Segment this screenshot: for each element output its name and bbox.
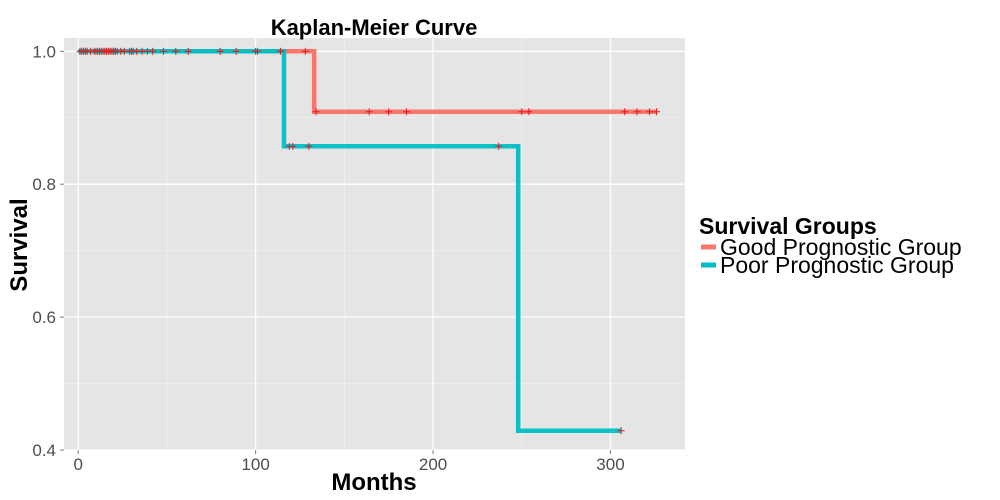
censor-mark-good bbox=[276, 47, 284, 55]
censor-mark-good bbox=[402, 108, 410, 116]
censor-mark-poor bbox=[92, 47, 100, 55]
censor-mark-good bbox=[518, 108, 526, 116]
censor-marks bbox=[76, 47, 661, 435]
censor-mark-good bbox=[646, 108, 654, 116]
censor-mark-good bbox=[149, 47, 157, 55]
censor-mark-good bbox=[653, 108, 661, 116]
series-line-poor bbox=[78, 49, 622, 433]
legend-label-poor: Poor Prognostic Group bbox=[720, 252, 954, 278]
y-tick-label: 0.4 bbox=[32, 441, 56, 460]
plot-panel bbox=[64, 38, 685, 450]
censor-mark-poor bbox=[305, 142, 313, 150]
y-tick-label: 1.0 bbox=[32, 42, 56, 61]
x-tick-label: 100 bbox=[241, 455, 269, 474]
chart-title: Kaplan-Meier Curve bbox=[271, 15, 478, 40]
censor-mark-poor bbox=[127, 47, 135, 55]
minor-gridlines bbox=[64, 38, 685, 450]
legend-label-good: Good Prognostic Group bbox=[720, 234, 962, 260]
censor-mark-good bbox=[232, 47, 240, 55]
x-axis-title: Months bbox=[331, 469, 416, 496]
censor-mark-good bbox=[172, 47, 180, 55]
censor-mark-good bbox=[633, 108, 641, 116]
censor-mark-poor bbox=[289, 142, 297, 150]
x-tick-label: 300 bbox=[596, 455, 624, 474]
series-layer bbox=[78, 49, 657, 433]
censor-mark-poor bbox=[617, 427, 625, 435]
censor-mark-poor bbox=[495, 142, 503, 150]
y-tick-label: 0.8 bbox=[32, 175, 56, 194]
censor-mark-good bbox=[301, 47, 309, 55]
x-tick-label: 200 bbox=[419, 455, 447, 474]
y-tick-label: 0.6 bbox=[32, 308, 56, 327]
censor-mark-good bbox=[365, 108, 373, 116]
censor-mark-good bbox=[159, 47, 167, 55]
censor-mark-good bbox=[216, 47, 224, 55]
y-axis-title: Survival bbox=[6, 198, 33, 291]
legend: Survival Groups Good Prognostic Group Po… bbox=[699, 213, 962, 278]
censor-mark-poor bbox=[83, 47, 91, 55]
censor-mark-good bbox=[621, 108, 629, 116]
censor-mark-poor bbox=[110, 47, 118, 55]
axis-ticks: 0 100 200 300 0.4 0.6 0.8 1.0 bbox=[32, 42, 624, 474]
legend-title: Survival Groups bbox=[699, 213, 877, 239]
censor-mark-good bbox=[184, 47, 192, 55]
x-tick-label: 0 bbox=[73, 455, 82, 474]
censor-mark-good bbox=[525, 108, 533, 116]
censor-mark-good bbox=[253, 47, 261, 55]
censor-mark-good bbox=[385, 108, 393, 116]
censor-mark-good bbox=[312, 108, 320, 116]
